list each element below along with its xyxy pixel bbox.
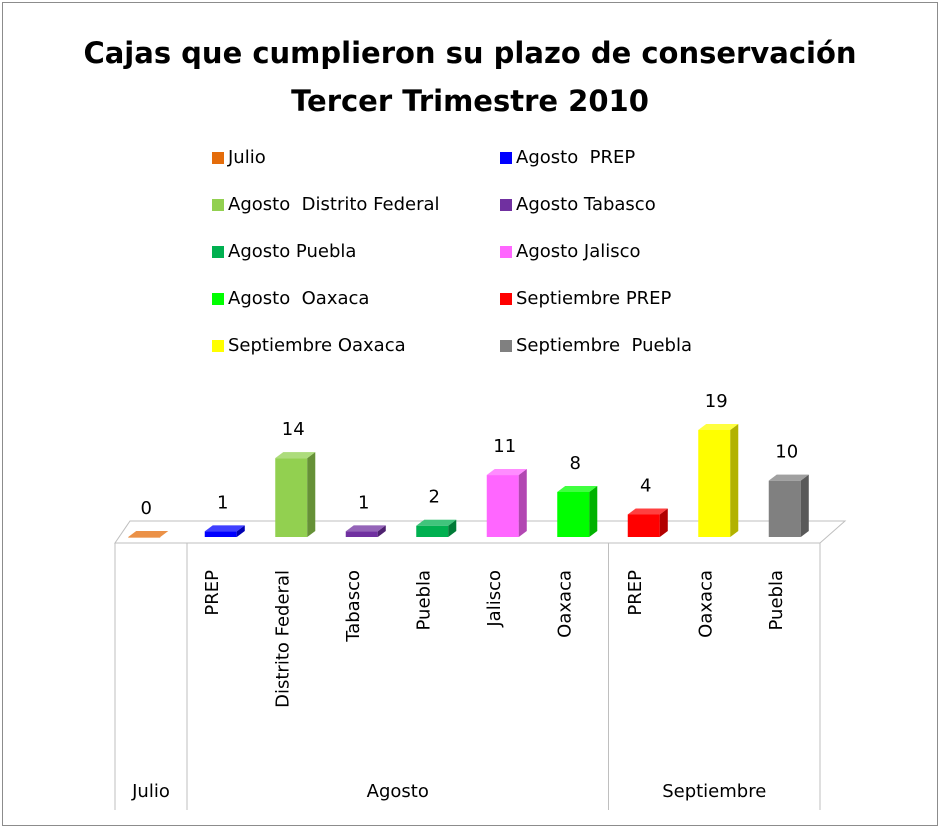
- legend-swatch: [500, 199, 512, 211]
- bar: [345, 531, 378, 537]
- bar-side-shade: [659, 508, 668, 537]
- bar-side-shade: [589, 485, 598, 537]
- legend-label: Agosto Tabasco: [516, 194, 656, 215]
- data-label: 8: [570, 453, 581, 474]
- bar-top-shade: [627, 508, 668, 515]
- bar-top: [345, 525, 386, 532]
- bar-top-shade: [698, 424, 739, 430]
- bar-top-shade: [557, 485, 598, 492]
- data-label: 0: [141, 498, 152, 519]
- bar: [698, 430, 731, 537]
- data-label: 14: [282, 419, 305, 440]
- chart-title: Cajas que cumplieron su plazo de conserv…: [83, 36, 856, 70]
- bar-side-shade: [448, 519, 457, 537]
- bar: [486, 475, 519, 537]
- legend-label: Agosto Distrito Federal: [228, 194, 440, 215]
- bar-side-shade: [236, 525, 245, 537]
- bar-side: [659, 508, 668, 537]
- legend-label: Agosto Jalisco: [516, 241, 641, 262]
- category-label: Tabasco: [343, 570, 364, 643]
- bar-top: [557, 485, 598, 492]
- legend-swatch: [500, 152, 512, 164]
- legend-swatch: [212, 246, 224, 258]
- group-label: Septiembre: [662, 781, 766, 802]
- category-label: PREP: [625, 570, 646, 616]
- bar-top: [698, 424, 739, 430]
- bar-side-shade: [800, 474, 809, 537]
- category-label: Puebla: [766, 570, 787, 630]
- bar-top-shade: [768, 474, 809, 481]
- category-label: Puebla: [413, 570, 434, 630]
- legend-label: Agosto Oaxaca: [228, 288, 369, 309]
- bar-top-shade: [486, 469, 527, 476]
- group-label: Julio: [131, 781, 170, 802]
- legend-swatch: [500, 246, 512, 258]
- bar: [275, 458, 308, 537]
- bar: [128, 537, 161, 538]
- chart-subtitle: Tercer Trimestre 2010: [291, 84, 649, 118]
- bar-side-shade: [307, 452, 316, 537]
- bar-top: [627, 508, 668, 515]
- data-label: 11: [493, 436, 516, 457]
- bar-top: [768, 474, 809, 481]
- data-label: 4: [640, 475, 651, 496]
- bar-top: [416, 519, 457, 526]
- category-label: Distrito Federal: [272, 570, 293, 708]
- data-label: 19: [705, 391, 728, 412]
- bar-side-shade: [518, 469, 527, 537]
- bar-top-shade: [204, 525, 245, 532]
- bar-side: [236, 525, 245, 537]
- bar: [627, 514, 660, 537]
- bar-top: [204, 525, 245, 532]
- bar-top-shade: [128, 531, 169, 537]
- bar-side: [377, 525, 386, 537]
- legend-swatch: [212, 340, 224, 352]
- bar-side-shade: [730, 424, 739, 537]
- bar-top: [275, 452, 316, 459]
- data-label: 10: [775, 442, 798, 463]
- bar: [768, 480, 801, 537]
- legend-label: Agosto Puebla: [228, 241, 356, 262]
- bar: [416, 525, 449, 537]
- legend-label: Septiembre Puebla: [516, 335, 692, 356]
- legend-swatch: [212, 199, 224, 211]
- data-label: 1: [217, 492, 228, 513]
- bar-top: [128, 531, 169, 537]
- legend-swatch: [212, 293, 224, 305]
- bar-side: [589, 485, 598, 537]
- bar-top: [486, 469, 527, 476]
- data-label: 1: [358, 492, 369, 513]
- bar-side: [800, 474, 809, 537]
- category-label: Jalisco: [484, 570, 505, 628]
- bar: [204, 531, 237, 537]
- bar: [557, 491, 590, 537]
- category-label: Oaxaca: [695, 570, 716, 638]
- category-label: Oaxaca: [554, 570, 575, 638]
- bar-side: [307, 452, 316, 537]
- legend-label: Septiembre Oaxaca: [228, 335, 406, 356]
- bar-side-shade: [377, 525, 386, 537]
- bar-side: [518, 469, 527, 537]
- legend-label: Septiembre PREP: [516, 288, 672, 309]
- bar-top-shade: [416, 519, 457, 526]
- bar-top-shade: [275, 452, 316, 459]
- legend-swatch: [500, 293, 512, 305]
- data-label: 2: [429, 487, 440, 508]
- legend-swatch: [500, 340, 512, 352]
- bar-side: [448, 519, 457, 537]
- category-label: PREP: [202, 570, 223, 616]
- bar-top-shade: [345, 525, 386, 532]
- legend-label: Julio: [227, 147, 266, 168]
- legend-swatch: [212, 152, 224, 164]
- group-label: Agosto: [367, 781, 429, 802]
- legend-label: Agosto PREP: [516, 147, 635, 168]
- bar-side: [730, 424, 739, 537]
